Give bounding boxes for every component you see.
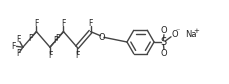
Text: F: F xyxy=(16,49,20,58)
Text: F: F xyxy=(29,34,33,43)
Text: F: F xyxy=(11,42,16,51)
Text: O: O xyxy=(171,30,178,39)
Text: O: O xyxy=(161,26,167,35)
Text: F: F xyxy=(48,50,52,59)
Text: F: F xyxy=(61,19,66,28)
Text: ⁻: ⁻ xyxy=(176,26,180,35)
Text: F: F xyxy=(56,34,60,43)
Text: F: F xyxy=(16,35,20,44)
Text: O: O xyxy=(161,49,167,58)
Text: F: F xyxy=(54,36,58,45)
Text: F: F xyxy=(88,19,93,28)
Text: +: + xyxy=(193,28,199,34)
Text: F: F xyxy=(75,50,79,59)
Text: F: F xyxy=(34,19,39,28)
Text: S: S xyxy=(160,37,166,47)
Text: O: O xyxy=(99,33,105,42)
Text: Na: Na xyxy=(185,30,197,39)
